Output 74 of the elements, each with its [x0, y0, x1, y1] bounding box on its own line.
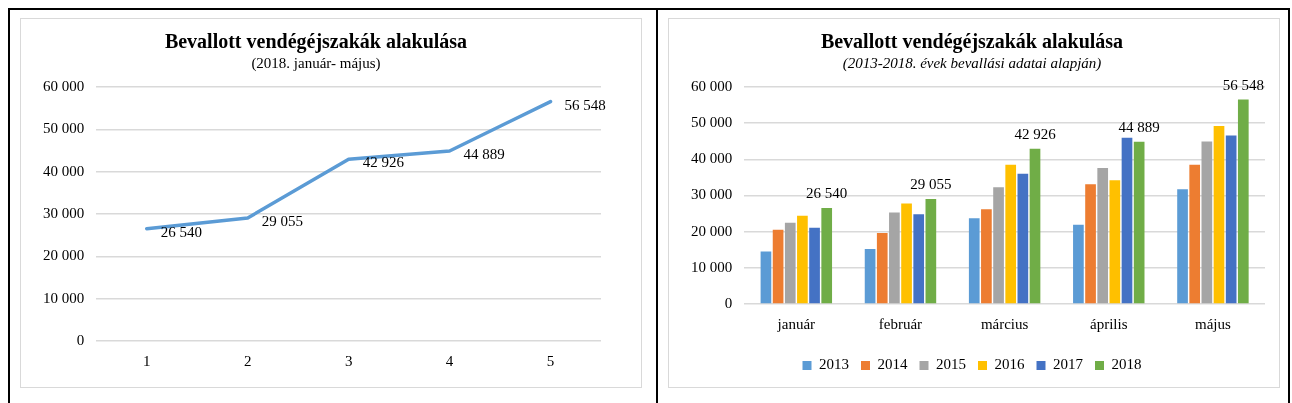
- y-tick-label: 0: [724, 294, 733, 311]
- bar: [1005, 164, 1017, 304]
- x-tick-label: január: [776, 315, 816, 332]
- data-label: 29 055: [261, 212, 303, 229]
- bar: [993, 187, 1004, 304]
- y-tick-label: 40 000: [43, 162, 85, 179]
- y-tick-label: 30 000: [691, 186, 733, 203]
- data-label: 56 548: [564, 96, 606, 113]
- x-tick-label: 3: [344, 352, 353, 369]
- x-tick-label: 5: [546, 352, 555, 369]
- legend-label: 2016: [994, 356, 1025, 373]
- y-tick-label: 20 000: [43, 247, 85, 264]
- x-tick-label: március: [980, 315, 1029, 332]
- bar: [1213, 126, 1225, 304]
- y-tick-label: 60 000: [691, 77, 733, 94]
- bar: [784, 222, 796, 304]
- legend-label: 2014: [877, 356, 908, 373]
- y-tick-label: 50 000: [43, 120, 85, 137]
- x-tick-label: február: [878, 315, 923, 332]
- data-label: 26 540: [806, 185, 848, 202]
- bar: [1201, 141, 1213, 304]
- y-tick-label: 50 000: [691, 114, 733, 131]
- bar: [1017, 173, 1029, 304]
- x-tick-label: 1: [142, 352, 151, 369]
- bar: [889, 212, 900, 304]
- x-tick-label: 4: [445, 352, 454, 369]
- bar: [797, 215, 808, 304]
- chart-title: Bevallott vendégéjszakák alakulása: [820, 30, 1124, 54]
- x-tick-label: május: [1195, 315, 1231, 332]
- y-tick-label: 0: [76, 331, 85, 348]
- bar: [1085, 184, 1096, 304]
- bar: [1133, 141, 1145, 304]
- data-label: 44 889: [463, 145, 505, 162]
- chart-subtitle: (2018. január- május): [251, 54, 381, 72]
- bar: [968, 218, 980, 304]
- chart-subtitle: (2013-2018. évek bevallási adatai alapján): [842, 54, 1102, 72]
- bar: [821, 208, 833, 304]
- x-tick-label: április: [1090, 315, 1128, 332]
- bar: [1109, 180, 1121, 304]
- y-tick-label: 20 000: [691, 222, 733, 239]
- bar: [760, 251, 772, 304]
- bar: [772, 229, 784, 304]
- bar: [876, 233, 888, 304]
- data-label: 42 926: [1014, 126, 1057, 143]
- legend-label: 2018: [1111, 356, 1142, 373]
- y-tick-label: 10 000: [43, 289, 85, 306]
- bar: [1225, 135, 1237, 304]
- data-label: 56 548: [1222, 76, 1264, 93]
- legend-label: 2013: [819, 356, 849, 373]
- bar: [901, 203, 912, 304]
- y-tick-label: 40 000: [691, 150, 733, 167]
- bar: [1121, 137, 1133, 304]
- data-label: 26 540: [160, 223, 202, 240]
- data-label: 44 889: [1118, 119, 1160, 136]
- bar: [981, 209, 992, 304]
- x-tick-label: 2: [243, 352, 252, 369]
- y-tick-label: 10 000: [691, 258, 733, 275]
- y-tick-label: 60 000: [43, 77, 85, 94]
- bar: [1073, 224, 1084, 304]
- data-label: 29 055: [910, 176, 952, 193]
- legend-label: 2015: [936, 356, 966, 373]
- bar: [1097, 168, 1109, 304]
- bar: [1177, 189, 1188, 304]
- chart-title: Bevallott vendégéjszakák alakulása: [164, 30, 468, 54]
- legend-label: 2017: [1053, 356, 1084, 373]
- bar: [1237, 99, 1249, 304]
- bar: [1029, 148, 1041, 304]
- data-label: 42 926: [362, 154, 405, 171]
- y-tick-label: 30 000: [43, 204, 85, 221]
- bar: [809, 227, 820, 304]
- bar: [864, 249, 876, 304]
- bar: [1189, 164, 1201, 304]
- bar: [925, 198, 937, 304]
- bar: [913, 214, 925, 304]
